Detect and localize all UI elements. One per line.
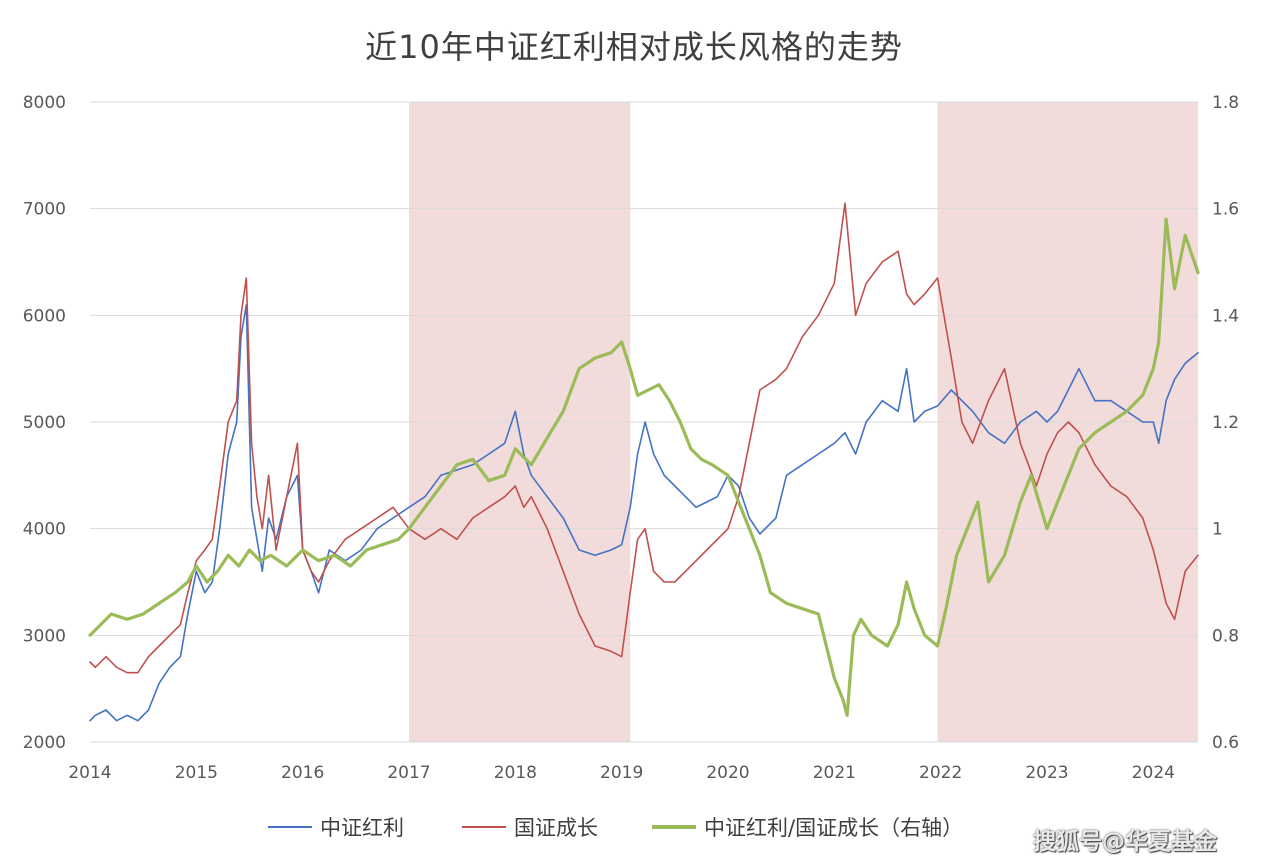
legend: 中证红利 国证成长 中证红利/国证成长（右轴） bbox=[0, 812, 1268, 846]
x-tick-label: 2021 bbox=[813, 763, 856, 783]
legend-label-dividend: 中证红利 bbox=[320, 816, 404, 840]
chart-title: 近10年中证红利相对成长风格的走势 bbox=[365, 28, 903, 66]
y-right-tick-label: 1 bbox=[1212, 520, 1223, 540]
x-tick-label: 2015 bbox=[175, 763, 218, 783]
x-tick-label: 2014 bbox=[68, 763, 111, 783]
y-right-tick-label: 1.8 bbox=[1212, 93, 1239, 113]
y-right-tick-label: 1.4 bbox=[1212, 306, 1239, 326]
legend-swatch-dividend bbox=[268, 826, 312, 828]
x-tick-label: 2018 bbox=[494, 763, 537, 783]
y-left-tick-label: 7000 bbox=[23, 200, 66, 220]
legend-item-dividend[interactable]: 中证红利 bbox=[268, 812, 404, 842]
y-left-tick-label: 4000 bbox=[23, 520, 66, 540]
y-left-tick-label: 5000 bbox=[23, 413, 66, 433]
legend-swatch-growth bbox=[462, 826, 506, 828]
series-line-growth bbox=[89, 202, 1199, 674]
y-right-tick-label: 0.8 bbox=[1212, 626, 1239, 646]
x-tick-label: 2020 bbox=[706, 763, 749, 783]
y-left-tick-label: 8000 bbox=[23, 93, 66, 113]
y-right-tick-label: 1.2 bbox=[1212, 413, 1239, 433]
tick-labels: 2000 0.6 3000 0.8 4000 1 5000 1.2 6000 1.4 7000 1.6… bbox=[23, 93, 1239, 783]
legend-swatch-ratio bbox=[652, 825, 696, 829]
x-tick-label: 2017 bbox=[387, 763, 430, 783]
legend-label-ratio: 中证红利/国证成长（右轴） bbox=[704, 816, 964, 840]
watermark: 搜狐号@华夏基金 bbox=[1033, 829, 1217, 855]
y-right-tick-label: 0.6 bbox=[1212, 733, 1239, 753]
series-line-ratio bbox=[88, 217, 1200, 717]
x-tick-label: 2016 bbox=[281, 763, 324, 783]
x-tick-label: 2019 bbox=[600, 763, 643, 783]
y-right-tick-label: 1.6 bbox=[1212, 200, 1239, 220]
y-left-tick-label: 3000 bbox=[23, 626, 66, 646]
legend-label-growth: 国证成长 bbox=[514, 816, 598, 840]
x-tick-label: 2024 bbox=[1132, 763, 1175, 783]
y-left-tick-label: 6000 bbox=[23, 306, 66, 326]
line-chart: 2000 0.6 3000 0.8 4000 1 5000 1.2 6000 1.4 7000 1.6… bbox=[23, 93, 1239, 783]
legend-item-ratio[interactable]: 中证红利/国证成长（右轴） bbox=[652, 812, 963, 842]
series-line-dividend bbox=[89, 303, 1199, 722]
x-tick-label: 2023 bbox=[1025, 763, 1068, 783]
x-tick-label: 2022 bbox=[919, 763, 962, 783]
y-left-tick-label: 2000 bbox=[23, 733, 66, 753]
legend-item-growth[interactable]: 国证成长 bbox=[462, 812, 598, 842]
series-lines bbox=[88, 202, 1200, 722]
